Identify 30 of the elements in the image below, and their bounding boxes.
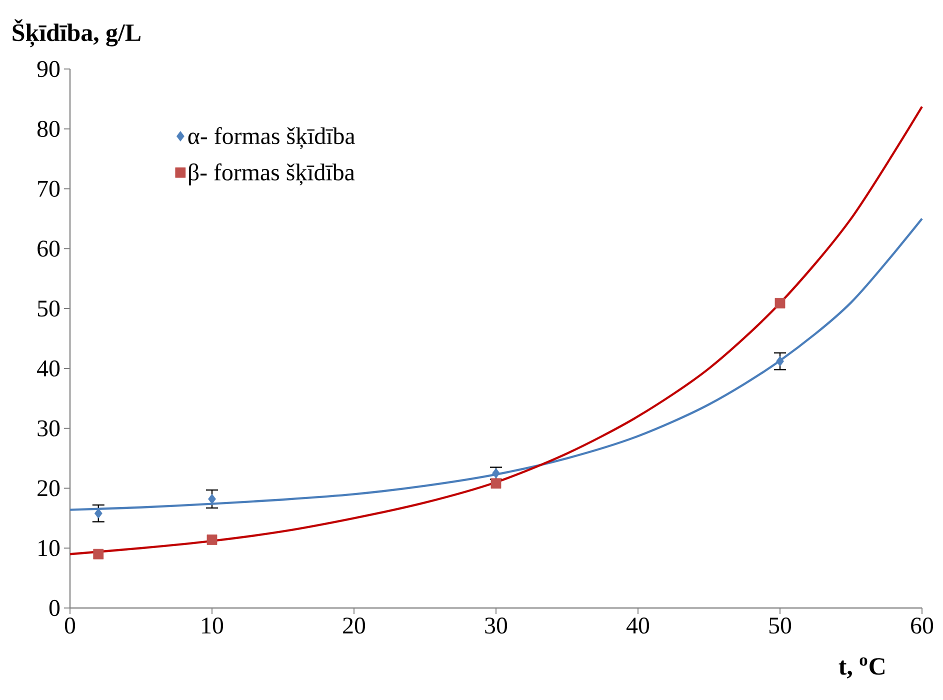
x-tick-label: 30 bbox=[485, 618, 508, 634]
x-tick-label: 40 bbox=[626, 618, 650, 634]
point bbox=[492, 468, 500, 478]
y-tick-label: 30 bbox=[38, 420, 60, 436]
point bbox=[774, 298, 786, 308]
y-tick-label: 0 bbox=[49, 600, 60, 616]
y-tick-label: 20 bbox=[38, 480, 60, 496]
x-tick-label: 20 bbox=[343, 618, 366, 634]
line-series bbox=[68, 106, 924, 556]
x-tick-label: 10 bbox=[202, 618, 224, 634]
x-tick-label: 0 bbox=[64, 618, 76, 634]
y-tick-label: 40 bbox=[37, 360, 60, 377]
point bbox=[208, 494, 216, 504]
x-axis-title: t, $^{o}$C bbox=[838, 657, 884, 678]
point bbox=[93, 548, 104, 560]
y-tick-label: 60 bbox=[38, 240, 60, 257]
point bbox=[206, 534, 218, 545]
x-tick-label: 60 bbox=[911, 618, 934, 634]
y-tick-label: 50 bbox=[38, 300, 60, 317]
y-tick-label: 10 bbox=[38, 540, 60, 556]
y-axis-title: Šķīdība, g/L bbox=[12, 19, 140, 48]
x-tick-label: 50 bbox=[769, 618, 792, 634]
point bbox=[490, 478, 502, 489]
point bbox=[94, 508, 102, 519]
legend-label: β- formas šķīdība bbox=[188, 163, 355, 186]
y-tick-label: 70 bbox=[38, 180, 60, 197]
point bbox=[776, 356, 784, 366]
legend-label: α- formas šķīdība bbox=[188, 127, 355, 150]
y-tick-label: 90 bbox=[37, 60, 60, 78]
y-tick-label: 80 bbox=[37, 120, 60, 137]
